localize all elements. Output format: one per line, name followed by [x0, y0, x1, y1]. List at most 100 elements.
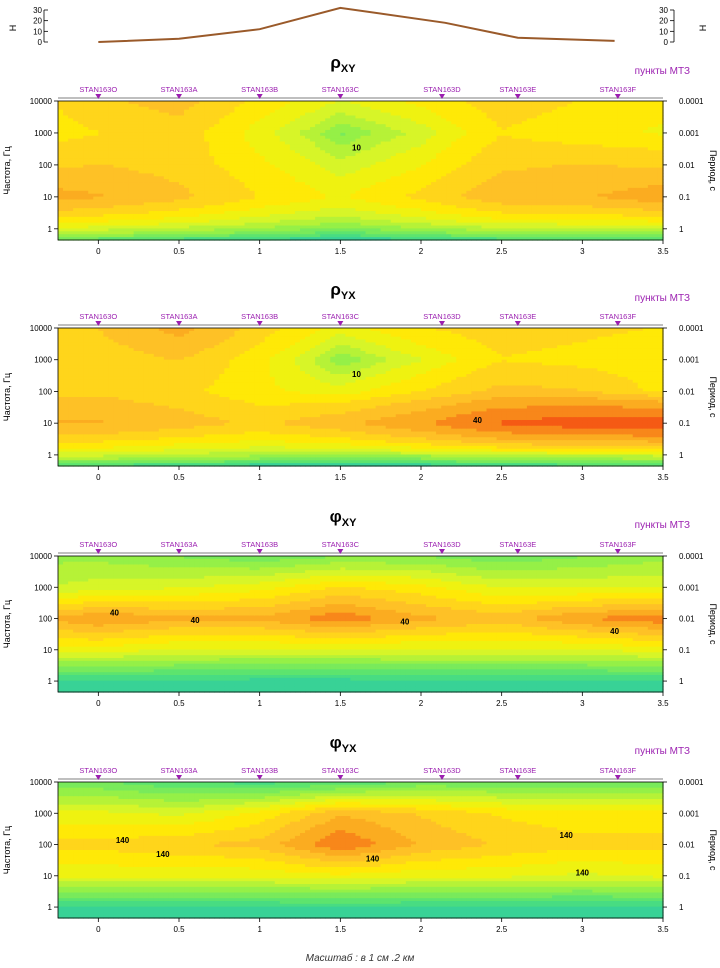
footer-scale-note: Масштаб : в 1 см .2 км: [0, 953, 720, 964]
freq-tick-label: 1000: [34, 129, 52, 138]
period-tick-label: 0.0001: [679, 778, 704, 787]
station-marker: [337, 549, 344, 554]
x-tick-label: 2: [419, 473, 424, 482]
contour-fill: [58, 782, 664, 919]
contour-fill: [58, 101, 664, 241]
contour-value-label: 40: [191, 616, 200, 625]
elevation-label-right: H: [698, 25, 708, 32]
contour-panel-1: ρXY пункты МТЗ STAN163O STAN163A STAN163B STA…: [2, 53, 718, 256]
panel-title: ρYX: [330, 280, 356, 302]
period-tick-label: 0.1: [679, 872, 691, 881]
station-label: STAN163E: [499, 766, 536, 775]
station-marker: [256, 321, 263, 326]
x-tick-label: 3: [580, 925, 585, 934]
freq-tick-label: 10: [43, 419, 52, 428]
elevation-tick-label: 30: [659, 6, 668, 15]
station-label: STAN163O: [79, 85, 117, 94]
x-tick-label: 0.5: [173, 925, 185, 934]
period-tick-label: 0.1: [679, 646, 691, 655]
elevation-tick-label: 30: [33, 6, 42, 15]
station-label: STAN163C: [322, 766, 360, 775]
panel-frame: [57, 555, 664, 693]
station-marker: [95, 94, 102, 99]
x-tick-label: 3.5: [657, 247, 669, 256]
x-tick-label: 1.5: [335, 247, 347, 256]
station-label: STAN163D: [423, 312, 461, 321]
freq-tick-label: 100: [39, 615, 53, 624]
period-tick-label: 1: [679, 225, 684, 234]
elevation-tick-label: 0: [664, 38, 669, 47]
x-tick-label: 0: [96, 925, 101, 934]
contour-value-label: 140: [576, 869, 590, 878]
freq-tick-label: 10000: [30, 552, 53, 561]
station-marker: [514, 775, 521, 780]
elevation-tick-label: 20: [659, 17, 668, 26]
station-marker: [514, 321, 521, 326]
contour-panel-4: φYX пункты МТЗ STAN163O STAN163A STAN163B STA…: [2, 733, 718, 934]
station-label: STAN163B: [241, 766, 278, 775]
station-marker: [176, 549, 182, 554]
period-tick-label: 0.0001: [679, 552, 704, 561]
x-tick-label: 1.5: [335, 925, 347, 934]
contour-panel-2: ρYX пункты МТЗ STAN163O STAN163A STAN163B STA…: [2, 280, 718, 482]
station-marker: [337, 321, 344, 326]
contour-fill: [58, 556, 664, 693]
freq-tick-label: 10000: [30, 778, 53, 787]
x-tick-label: 1.5: [335, 473, 347, 482]
freq-tick-label: 10000: [30, 97, 53, 106]
period-axis-label: Период, с: [708, 150, 718, 192]
x-tick-label: 0.5: [173, 247, 185, 256]
panel-title: ρXY: [330, 53, 356, 75]
contour-value-label: 10: [352, 370, 361, 379]
panel-frame: [57, 781, 664, 919]
x-tick-label: 1: [257, 247, 262, 256]
station-label: STAN163D: [423, 85, 461, 94]
x-tick-label: 3.5: [657, 473, 669, 482]
freq-tick-label: 100: [39, 387, 53, 396]
contour-value-label: 140: [560, 831, 574, 840]
x-tick-label: 2: [419, 925, 424, 934]
contour-panel-3: φXY пункты МТЗ STAN163O STAN163A STAN163B STA…: [2, 507, 718, 708]
period-axis-label: Период, с: [708, 376, 718, 418]
station-label: STAN163C: [322, 312, 360, 321]
period-tick-label: 0.01: [679, 161, 695, 170]
freq-tick-label: 10: [43, 193, 52, 202]
freq-tick-label: 10000: [30, 324, 53, 333]
freq-tick-label: 10: [43, 646, 52, 655]
station-label: STAN163A: [161, 540, 198, 549]
contour-value-label: 40: [400, 618, 409, 627]
x-tick-label: 3: [580, 699, 585, 708]
x-tick-label: 1: [257, 473, 262, 482]
station-label: STAN163D: [423, 540, 461, 549]
x-tick-label: 0.5: [173, 473, 185, 482]
station-label: STAN163A: [161, 85, 198, 94]
station-marker: [95, 549, 102, 554]
panel-frame: [57, 327, 664, 467]
x-tick-label: 3.5: [657, 925, 669, 934]
contour-value-label: 140: [156, 850, 170, 859]
freq-tick-label: 1: [48, 225, 53, 234]
station-label: STAN163E: [499, 540, 536, 549]
x-tick-label: 2.5: [496, 925, 508, 934]
period-tick-label: 1: [679, 903, 684, 912]
freq-tick-label: 100: [39, 161, 53, 170]
period-axis-label: Период, с: [708, 603, 718, 645]
station-marker: [614, 321, 621, 326]
x-tick-label: 0: [96, 473, 101, 482]
period-tick-label: 0.001: [679, 809, 700, 818]
x-tick-label: 2.5: [496, 699, 508, 708]
station-marker: [514, 549, 521, 554]
x-tick-label: 1: [257, 925, 262, 934]
x-tick-label: 0: [96, 699, 101, 708]
station-label: STAN163F: [600, 766, 637, 775]
period-tick-label: 0.01: [679, 387, 695, 396]
freq-tick-label: 1000: [34, 356, 52, 365]
station-label: STAN163C: [322, 85, 360, 94]
freq-axis-label: Частота, Гц: [2, 826, 12, 874]
period-tick-label: 0.1: [679, 419, 691, 428]
contour-value-label: 10: [352, 143, 361, 152]
station-label: STAN163A: [161, 766, 198, 775]
period-tick-label: 0.0001: [679, 324, 704, 333]
station-marker: [614, 775, 621, 780]
